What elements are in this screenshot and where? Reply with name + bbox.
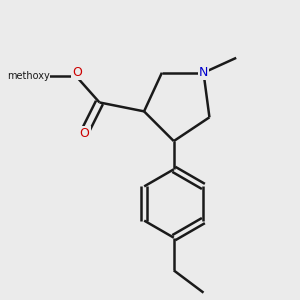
Text: methoxy: methoxy: [7, 71, 50, 81]
Text: O: O: [72, 66, 82, 79]
Text: O: O: [80, 127, 89, 140]
Text: N: N: [199, 66, 208, 79]
